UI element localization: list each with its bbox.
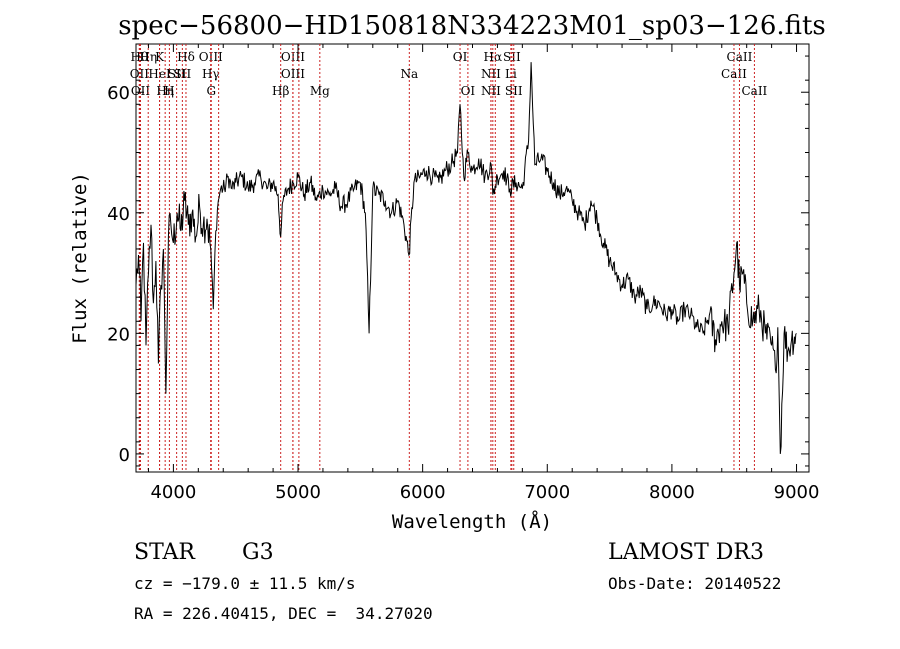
marker-label-25: Hα bbox=[484, 50, 503, 64]
object-class: STAR bbox=[134, 540, 195, 565]
marker-label-9: Hδ bbox=[177, 50, 195, 64]
plot-frame bbox=[135, 43, 810, 473]
marker-label-19: Mg bbox=[310, 84, 330, 98]
marker-label-27: Li bbox=[505, 67, 517, 81]
y-tick-label-1: 20 bbox=[107, 324, 130, 345]
marker-label-20: Na bbox=[400, 67, 418, 81]
redshift-velocity: cz = −179.0 ± 11.5 km/s bbox=[134, 574, 356, 593]
marker-label-30: CaII bbox=[721, 67, 747, 81]
survey-name: LAMOST DR3 bbox=[608, 540, 764, 565]
marker-label-1: OII bbox=[130, 67, 150, 81]
marker-label-21: OI bbox=[453, 50, 468, 64]
observation-date: Obs-Date: 20140522 bbox=[608, 574, 782, 593]
y-axis-label: Flux (relative) bbox=[69, 172, 91, 344]
spectrum-line bbox=[135, 62, 797, 454]
x-tick-label-2: 6000 bbox=[400, 482, 446, 503]
spectral-line-markers: HθOIIOIIHηKHeIHηHSIIHδSIIOIIIHγGHβOIIIOI… bbox=[130, 44, 768, 472]
x-axis: 4000 5000 6000 7000 8000 9000 bbox=[147, 44, 820, 503]
y-tick-label-2: 40 bbox=[107, 204, 130, 225]
object-subclass: G3 bbox=[242, 540, 274, 565]
marker-label-15: Hβ bbox=[272, 84, 289, 98]
marker-label-10: SII bbox=[174, 67, 192, 81]
x-tick-label-3: 7000 bbox=[524, 482, 570, 503]
marker-label-4: K bbox=[155, 50, 165, 64]
marker-label-17: OIII bbox=[281, 67, 305, 81]
marker-label-2: OII bbox=[131, 84, 151, 98]
marker-label-29: SII bbox=[505, 84, 523, 98]
x-tick-label-0: 4000 bbox=[150, 482, 196, 503]
x-axis-label: Wavelength (Å) bbox=[392, 510, 552, 533]
marker-label-7: H bbox=[164, 84, 174, 98]
coordinates: RA = 226.40415, DEC = 34.27020 bbox=[134, 604, 433, 623]
x-tick-label-5: 9000 bbox=[774, 482, 820, 503]
y-tick-label-3: 60 bbox=[107, 83, 130, 104]
marker-label-24: NII bbox=[481, 84, 501, 98]
marker-label-13: G bbox=[206, 84, 216, 98]
x-tick-label-4: 8000 bbox=[649, 482, 695, 503]
y-axis: 0 20 40 60 bbox=[107, 55, 809, 467]
marker-label-3: Hη bbox=[139, 50, 157, 64]
y-tick-label-0: 0 bbox=[119, 445, 130, 466]
marker-label-31: CaII bbox=[727, 50, 753, 64]
marker-label-32: CaII bbox=[741, 84, 767, 98]
x-tick-label-1: 5000 bbox=[275, 482, 321, 503]
chart-title: spec−56800−HD150818N334223M01_sp03−126.f… bbox=[118, 11, 826, 41]
marker-label-8: SII bbox=[168, 67, 186, 81]
marker-label-22: OI bbox=[461, 84, 476, 98]
marker-label-28: SII bbox=[503, 50, 521, 64]
marker-label-6: Hη bbox=[156, 84, 174, 98]
